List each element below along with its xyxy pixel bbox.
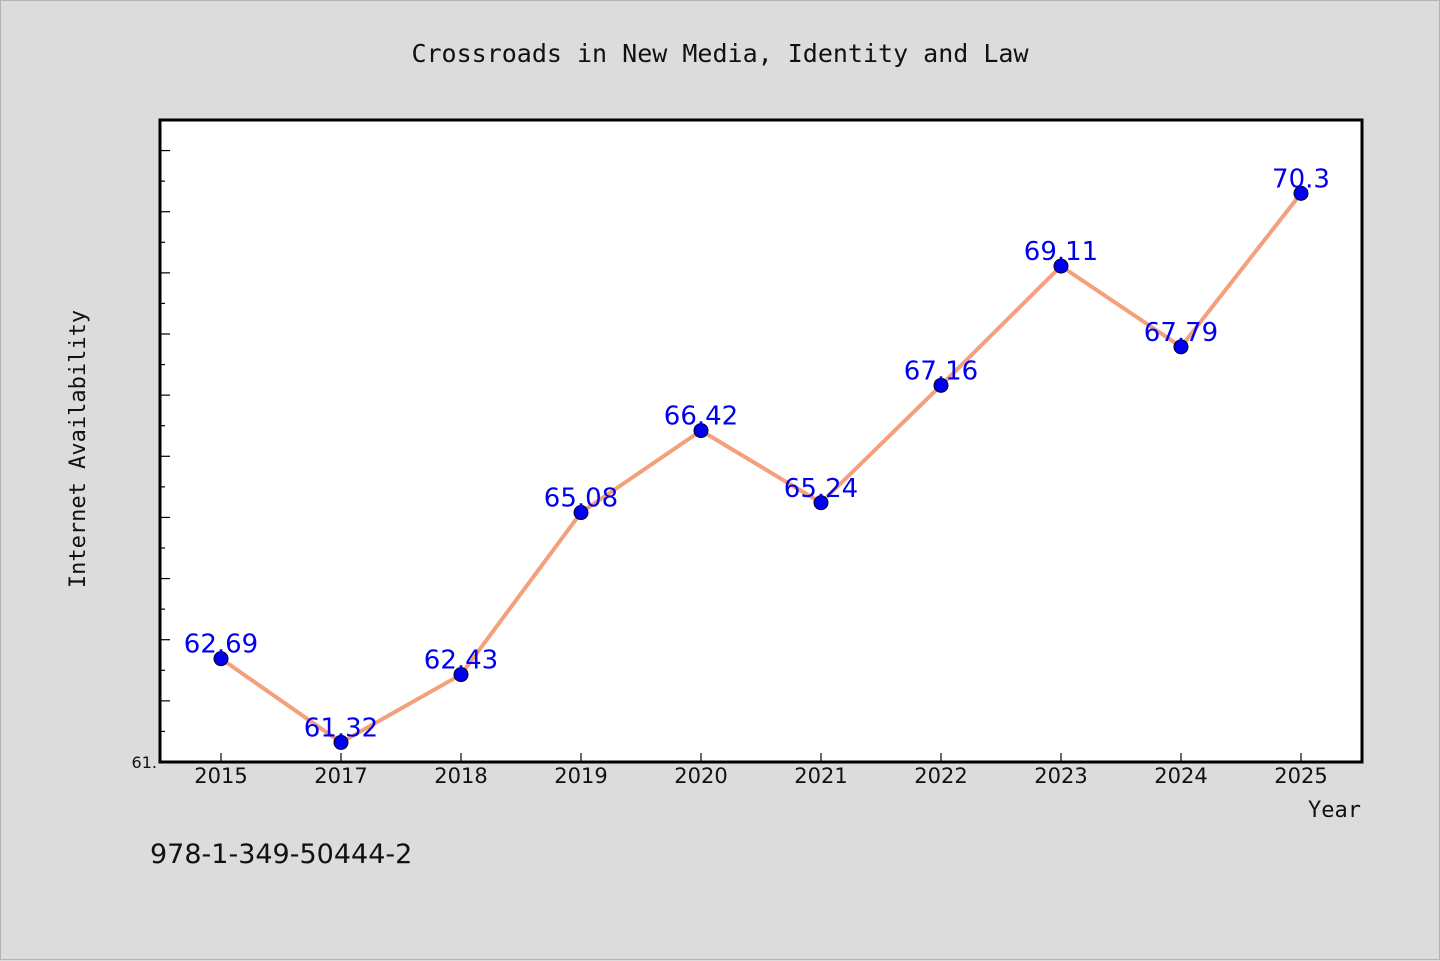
x-tick-label: 2025	[1274, 764, 1327, 788]
data-label: 67.79	[1144, 318, 1218, 348]
data-label: 61.32	[304, 713, 378, 743]
data-label: 67.16	[904, 356, 978, 386]
data-labels: 62.69 61.32 62.43 65.08 66.42 65.24 67.16 69.11…	[184, 164, 1330, 743]
x-tick-label: 2022	[914, 764, 967, 788]
x-tick-label: 2023	[1034, 764, 1087, 788]
data-point	[813, 495, 829, 511]
x-tick-label: 2021	[794, 764, 847, 788]
data-point	[1173, 339, 1189, 355]
data-label: 65.24	[784, 474, 858, 504]
data-point	[1053, 258, 1069, 274]
data-markers	[213, 185, 1309, 750]
data-point	[333, 734, 349, 750]
series-line	[219, 192, 1303, 745]
x-tick-label: 2020	[674, 764, 727, 788]
data-label: 69.11	[1024, 237, 1098, 267]
x-axis-title: Year	[1308, 798, 1361, 823]
data-label: 70.3	[1272, 164, 1330, 194]
data-label: 65.08	[544, 484, 618, 514]
data-point	[933, 377, 949, 393]
chart-title: Crossroads in New Media, Identity and La…	[411, 39, 1029, 68]
x-tick-label: 2024	[1154, 764, 1207, 788]
isbn-footer: 978-1-349-50444-2	[150, 839, 412, 870]
x-tick-label: 2015	[194, 764, 247, 788]
data-point	[453, 667, 469, 683]
x-tick-label: 2017	[314, 764, 367, 788]
data-point	[213, 651, 229, 667]
data-point	[573, 505, 589, 521]
y-axis-ticks: 61.	[132, 149, 170, 772]
data-label: 62.43	[424, 646, 498, 676]
data-point	[693, 423, 709, 439]
x-tick-label: 2019	[554, 764, 607, 788]
x-axis: 2015 2017 2018 2019 2020 2021 2022 2023 2024 2025	[194, 753, 1328, 788]
data-label: 66.42	[664, 402, 738, 432]
plot-area	[158, 118, 1364, 764]
y-tick-label: 61.	[132, 753, 157, 772]
x-tick-label: 2018	[434, 764, 487, 788]
data-point	[1293, 185, 1309, 201]
y-axis-title: Internet Availability	[66, 310, 91, 588]
data-label: 62.69	[184, 630, 258, 660]
